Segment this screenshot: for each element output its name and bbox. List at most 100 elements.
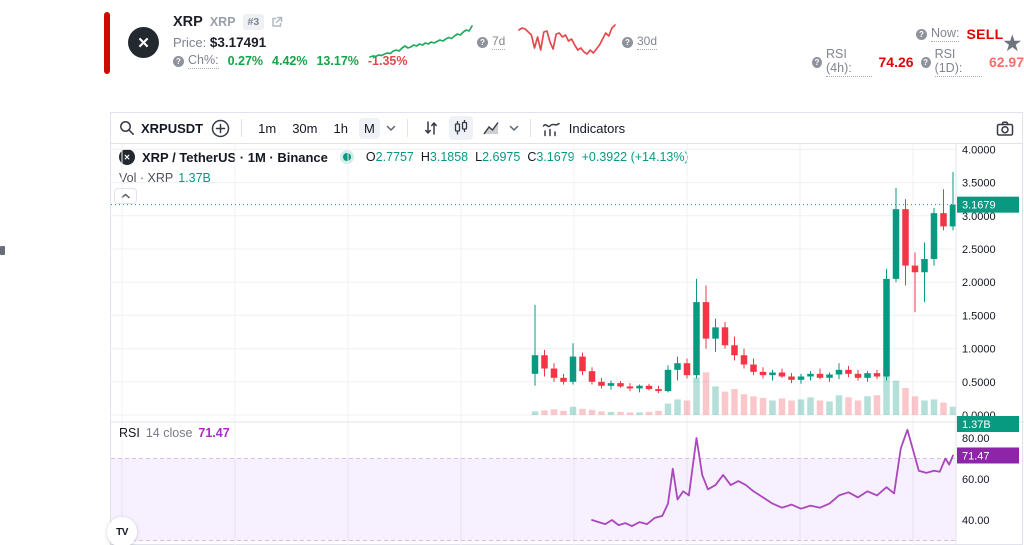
- legend-symbol-icon: ✕: [119, 149, 135, 165]
- volume-label: Vol · XRP: [119, 171, 174, 185]
- help-icon: ?: [916, 28, 927, 40]
- price-chart-svg[interactable]: 4.0000 3.5000 3.0000 2.5000 2.0000 1.5000 1.00…: [111, 144, 1024, 545]
- close-label: C: [527, 150, 537, 164]
- rsi-indicator-legend[interactable]: RSI 14 close 71.47: [119, 426, 230, 440]
- up-down-arrows-icon: [424, 121, 437, 135]
- signal-row: ? Now: SELL: [916, 26, 1003, 42]
- sparkline-7d-label-hint[interactable]: ? 7d: [477, 34, 506, 50]
- chart-toolbar: XRPUSDT 1m 30m 1h M: [111, 113, 1022, 144]
- low-label: L: [475, 150, 483, 164]
- help-icon: ?: [812, 56, 822, 68]
- legend-collapse-button[interactable]: [114, 188, 137, 204]
- toolbar-separator: [406, 119, 408, 137]
- svg-text:2.0000: 2.0000: [962, 277, 996, 289]
- close-value: 3.1679: [536, 150, 575, 164]
- svg-text:1.37B: 1.37B: [962, 419, 991, 431]
- help-icon: ?: [622, 36, 633, 48]
- data-status-dot[interactable]: [342, 153, 351, 161]
- symbol-tag: XRP: [209, 15, 236, 29]
- xrp-logo-icon: ✕: [128, 27, 159, 58]
- external-link-icon[interactable]: [271, 16, 283, 28]
- svg-text:2.5000: 2.5000: [962, 244, 996, 256]
- svg-text:3.1679: 3.1679: [962, 200, 996, 212]
- arrange-arrows-button[interactable]: [419, 116, 443, 140]
- svg-text:1.5000: 1.5000: [962, 310, 996, 322]
- interval-chevron-down-icon[interactable]: [386, 125, 396, 132]
- interval-1M-active[interactable]: M: [358, 117, 380, 139]
- chart-plot-area[interactable]: 4.0000 3.5000 3.0000 2.5000 2.0000 1.5000 1.00…: [111, 144, 1024, 545]
- change-label-hint[interactable]: ? Ch%:: [173, 53, 219, 69]
- svg-text:3.0000: 3.0000: [962, 211, 996, 223]
- xrp-logo-glyph: ✕: [137, 34, 150, 52]
- compare-add-icon[interactable]: [211, 119, 230, 138]
- style-chevron-down-icon[interactable]: [509, 125, 519, 132]
- change-label: Ch%:: [188, 53, 219, 69]
- candlestick-icon: [454, 120, 467, 135]
- sparkline-30d-label-hint[interactable]: ? 30d: [622, 34, 658, 50]
- volume-value: 1.37B: [178, 171, 211, 185]
- help-icon: ?: [920, 56, 931, 68]
- title-row: XRP XRP #3: [173, 14, 283, 30]
- interval-1h[interactable]: 1h: [333, 120, 348, 136]
- sparkline-30d: [517, 20, 617, 71]
- high-label: H: [420, 150, 430, 164]
- sparkline-7d-label: 7d: [492, 34, 506, 50]
- open-label: O: [365, 150, 376, 164]
- symbol-search-button[interactable]: XRPUSDT: [141, 120, 204, 136]
- sparkline-30d-svg: [518, 24, 616, 55]
- price-row: Price: $3.17491: [173, 35, 266, 50]
- sparkline-7d: [368, 21, 474, 70]
- svg-text:4.0000: 4.0000: [962, 144, 996, 156]
- interval-30m[interactable]: 30m: [292, 120, 318, 136]
- rsi-1d-label-hint[interactable]: ? RSI (1D):: [920, 47, 982, 77]
- change-7d: 4.42%: [272, 54, 308, 68]
- svg-text:3.5000: 3.5000: [962, 178, 996, 190]
- tradingview-logo-text: TV: [116, 526, 128, 538]
- trading-chart-widget: XRPUSDT 1m 30m 1h M: [107, 112, 1024, 545]
- search-icon[interactable]: [119, 120, 135, 136]
- change-value: +0.3922 (+14.13%): [581, 150, 689, 164]
- rsi-4h-label: RSI (4h):: [826, 47, 872, 77]
- price-value: $3.17491: [209, 35, 267, 50]
- rsi-params: 14 close: [145, 426, 193, 440]
- toolbar-separator: [529, 119, 531, 137]
- area-chart-icon: [483, 122, 499, 135]
- svg-text:1.0000: 1.0000: [962, 344, 996, 356]
- chevron-up-icon: [121, 193, 130, 199]
- rank-badge: #3: [242, 14, 265, 30]
- svg-text:80.00: 80.00: [962, 433, 990, 445]
- now-label: Now:: [931, 26, 960, 42]
- indicators-icon[interactable]: [542, 120, 561, 137]
- signal-value: SELL: [966, 26, 1004, 42]
- sparkline-7d-svg: [369, 25, 473, 58]
- help-icon: ?: [477, 36, 488, 48]
- ohlc-values: O2.7757 H3.1858 L2.6975 C3.1679 +0.3922 …: [366, 150, 689, 164]
- change-1y: -1.35%: [367, 54, 408, 68]
- favorite-star-icon[interactable]: ★: [1002, 30, 1023, 56]
- rsi-summary-row: ? RSI (4h): 74.26 ? RSI (1D): 62.97: [812, 47, 1024, 77]
- svg-text:60.00: 60.00: [962, 474, 990, 486]
- area-style-button[interactable]: [479, 116, 503, 140]
- rsi-4h-value: 74.26: [878, 54, 914, 70]
- toolbar-separator: [241, 119, 243, 137]
- tradingview-logo[interactable]: TV: [107, 517, 137, 545]
- change-row: ? Ch%: 0.27% 4.42% 13.17% -1.35%: [173, 53, 408, 69]
- open-value: 2.7757: [375, 150, 414, 164]
- price-label: Price:: [173, 35, 207, 50]
- rsi-name: RSI: [119, 426, 140, 440]
- rsi-1d-label: RSI (1D):: [934, 47, 982, 77]
- sparkline-30d-label: 30d: [637, 34, 658, 50]
- volume-legend: Vol · XRP 1.37B: [119, 171, 211, 185]
- indicators-button[interactable]: Indicators: [568, 120, 626, 136]
- svg-text:71.47: 71.47: [962, 450, 990, 462]
- change-24h: 0.27%: [227, 54, 264, 68]
- interval-1m[interactable]: 1m: [258, 120, 277, 136]
- svg-text:40.00: 40.00: [962, 515, 990, 527]
- rsi-4h-label-hint[interactable]: ? RSI (4h):: [812, 47, 872, 77]
- snapshot-camera-icon[interactable]: [996, 120, 1014, 137]
- symbol-name: XRP: [173, 14, 203, 30]
- candlestick-style-button[interactable]: [448, 116, 473, 140]
- rsi-value: 71.47: [198, 426, 230, 440]
- now-label-hint[interactable]: ? Now:: [916, 26, 960, 42]
